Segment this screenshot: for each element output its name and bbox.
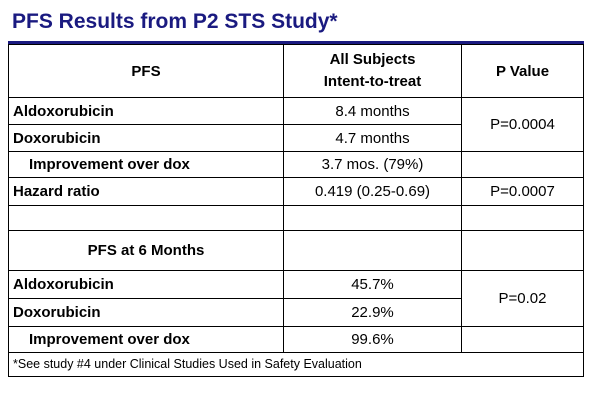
section-header-pfs-6-months: PFS at 6 Months bbox=[8, 230, 284, 271]
table-row: Aldoxorubicin 45.7% P=0.02 bbox=[8, 270, 584, 327]
header-p-value: P Value bbox=[461, 44, 584, 98]
row-label: Doxorubicin bbox=[8, 298, 284, 327]
title-underline bbox=[8, 41, 584, 44]
row-label: Improvement over dox bbox=[8, 151, 284, 178]
row-value: 8.4 months bbox=[283, 97, 462, 125]
row-value: 99.6% bbox=[283, 326, 462, 353]
empty-cell bbox=[283, 230, 462, 271]
row-label: Aldoxorubicin bbox=[8, 270, 284, 299]
section-header-row: PFS at 6 Months bbox=[8, 230, 584, 271]
row-label: Doxorubicin bbox=[8, 124, 284, 152]
pfs-results-table: PFS All Subjects Intent-to-treat P Value… bbox=[8, 44, 584, 377]
row-label: Hazard ratio bbox=[8, 177, 284, 206]
empty-cell bbox=[283, 205, 462, 231]
table-row: Doxorubicin 4.7 months bbox=[8, 124, 584, 152]
header-all-subjects: All Subjects Intent-to-treat bbox=[283, 44, 462, 98]
empty-cell bbox=[461, 151, 584, 178]
empty-cell bbox=[461, 205, 584, 231]
table-row: Hazard ratio 0.419 (0.25-0.69) P=0.0007 bbox=[8, 177, 584, 206]
header-all-subjects-line2: Intent-to-treat bbox=[323, 73, 422, 90]
empty-cell bbox=[461, 230, 584, 271]
header-pfs: PFS bbox=[8, 44, 284, 98]
page-title: PFS Results from P2 STS Study* bbox=[12, 10, 338, 33]
row-value: 22.9% bbox=[283, 298, 462, 327]
row-label: Aldoxorubicin bbox=[8, 97, 284, 125]
table-row: Improvement over dox 99.6% bbox=[8, 326, 584, 353]
row-value: 0.419 (0.25-0.69) bbox=[283, 177, 462, 206]
p-value-cell: P=0.0004 bbox=[461, 97, 584, 152]
spacer-row bbox=[8, 205, 584, 231]
table-row: Aldoxorubicin 8.4 months P=0.0004 bbox=[8, 97, 584, 152]
p-value-cell: P=0.0007 bbox=[461, 177, 584, 206]
row-value: 4.7 months bbox=[283, 124, 462, 152]
footnote: *See study #4 under Clinical Studies Use… bbox=[8, 352, 584, 377]
table-row: Doxorubicin 22.9% bbox=[8, 298, 584, 327]
row-label: Improvement over dox bbox=[8, 326, 284, 353]
empty-cell bbox=[8, 205, 284, 231]
row-value: 45.7% bbox=[283, 270, 462, 299]
footnote-row: *See study #4 under Clinical Studies Use… bbox=[8, 352, 584, 377]
p-value-cell: P=0.02 bbox=[461, 270, 584, 327]
header-all-subjects-line1: All Subjects bbox=[329, 51, 416, 68]
row-value: 3.7 mos. (79%) bbox=[283, 151, 462, 178]
table-row: Improvement over dox 3.7 mos. (79%) bbox=[8, 151, 584, 178]
empty-cell bbox=[461, 326, 584, 353]
table-header-row: PFS All Subjects Intent-to-treat P Value bbox=[8, 44, 584, 98]
